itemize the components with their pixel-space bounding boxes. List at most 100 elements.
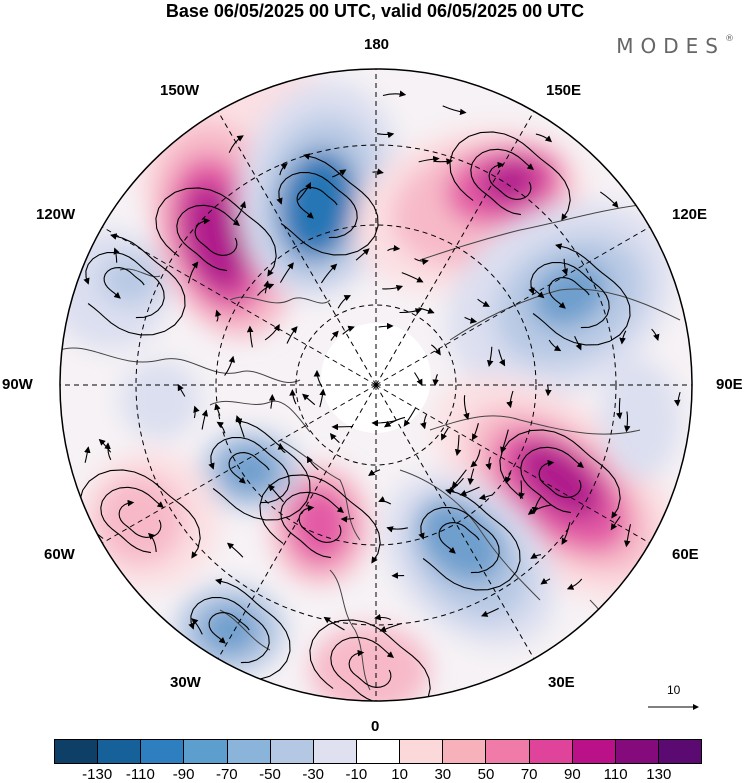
- lon-label-30e: 30E: [548, 674, 575, 691]
- anomaly-blob: [200, 605, 260, 655]
- flow-arrow: [286, 326, 298, 344]
- streamline: [418, 506, 500, 574]
- lon-label-150e: 150E: [546, 82, 582, 99]
- colorbar-tick-label: -130: [82, 766, 113, 783]
- anomaly-blob: [183, 184, 249, 292]
- flow-arrow: [500, 429, 509, 454]
- anomaly-blob: [310, 625, 430, 701]
- flow-arrow: [535, 133, 553, 143]
- streamline: [532, 243, 631, 346]
- streamline: [280, 153, 379, 256]
- streamline: [422, 488, 521, 591]
- flow-arrow: [378, 496, 392, 505]
- colorbar-swatch: [141, 740, 185, 763]
- flow-arrow: [279, 163, 288, 176]
- lon-label-30w: 30W: [170, 674, 201, 691]
- meridian-line: [375, 226, 650, 386]
- flow-arrow: [376, 131, 395, 139]
- registered-mark: ®: [725, 34, 734, 45]
- streamline: [499, 429, 621, 519]
- streamline: [228, 452, 270, 484]
- flow-arrow: [414, 258, 429, 266]
- flow-arrow: [505, 472, 512, 484]
- lon-label-150w: 150W: [160, 82, 200, 99]
- coastlines: [60, 204, 681, 691]
- flow-arrow: [451, 469, 467, 489]
- lon-label-0: 0: [371, 718, 380, 735]
- flow-arrow: [477, 298, 490, 307]
- flow-arrow: [382, 90, 407, 97]
- colorbar-tick-label: 70: [520, 766, 538, 783]
- flow-arrow: [527, 504, 551, 515]
- flow-arrow: [442, 105, 467, 116]
- meridian-line: [375, 384, 535, 659]
- colorbar-tick-label: 130: [646, 766, 672, 783]
- flow-arrow: [414, 372, 423, 386]
- streamline: [194, 217, 238, 256]
- flow-arrow: [277, 442, 286, 454]
- flow-arrow: [382, 284, 404, 292]
- flow-arrow: [464, 316, 478, 324]
- colorbar-swatch: [572, 740, 616, 763]
- flow-arrow: [418, 155, 440, 163]
- anomaly-blob: [517, 441, 603, 519]
- colorbar: [54, 739, 702, 764]
- flow-arrow: [485, 456, 492, 471]
- streamline: [176, 204, 240, 272]
- flow-arrow: [177, 383, 186, 397]
- colorbar-swatch: [184, 740, 228, 763]
- flow-arrow: [368, 469, 381, 477]
- flow-arrow: [610, 516, 621, 531]
- streamline: [276, 171, 358, 239]
- flow-arrow: [313, 369, 323, 388]
- flow-arrow: [478, 493, 493, 501]
- flow-arrow: [340, 515, 355, 523]
- lon-label-120w: 120W: [36, 206, 76, 223]
- flow-arrow: [84, 446, 91, 463]
- flow-arrow: [599, 191, 619, 209]
- flow-arrow: [545, 384, 552, 397]
- flow-arrow: [279, 262, 294, 283]
- flow-arrow: [530, 552, 542, 559]
- streamline: [208, 436, 290, 504]
- colorbar-swatch: [529, 740, 573, 763]
- flow-arrow: [561, 258, 568, 276]
- flow-arrow: [289, 389, 297, 405]
- flow-arrow: [201, 409, 209, 430]
- streamline: [548, 277, 590, 309]
- latitude-circle: [135, 144, 617, 626]
- flow-arrow: [530, 286, 545, 299]
- flow-arrow: [432, 374, 439, 387]
- flow-arrow: [399, 308, 423, 315]
- flow-arrow: [355, 248, 370, 261]
- flow-arrow: [215, 309, 222, 322]
- streamline: [188, 596, 270, 664]
- flow-arrow: [431, 344, 441, 356]
- colorbar-tick-label: -50: [259, 766, 281, 783]
- lon-label-180: 180: [364, 36, 390, 53]
- streamline: [259, 474, 381, 564]
- flow-arrow: [104, 442, 112, 461]
- flow-arrow: [561, 522, 571, 545]
- meridian-line: [217, 111, 377, 386]
- colorbar-tick-label: 10: [391, 766, 408, 783]
- anomaly-blob: [279, 150, 357, 260]
- flow-arrow: [623, 524, 632, 548]
- colorbar-swatch: [443, 740, 487, 763]
- colorbar-tick-label: -90: [172, 766, 195, 783]
- meridian-line: [102, 384, 377, 544]
- streamline: [212, 418, 311, 521]
- modes-logo: MODES®: [616, 34, 734, 58]
- flow-arrow: [651, 328, 660, 341]
- flow-arrow: [387, 244, 401, 252]
- flow-arrow: [470, 449, 481, 468]
- streamline: [528, 261, 610, 329]
- flow-arrow: [372, 168, 384, 175]
- streamline: [280, 491, 344, 559]
- lon-label-90e: 90E: [716, 376, 743, 393]
- anomaly-blob: [100, 255, 160, 305]
- flow-arrow: [615, 397, 623, 420]
- colorbar-swatch: [313, 740, 357, 763]
- lon-label-60w: 60W: [44, 546, 75, 563]
- flow-arrow: [506, 390, 514, 409]
